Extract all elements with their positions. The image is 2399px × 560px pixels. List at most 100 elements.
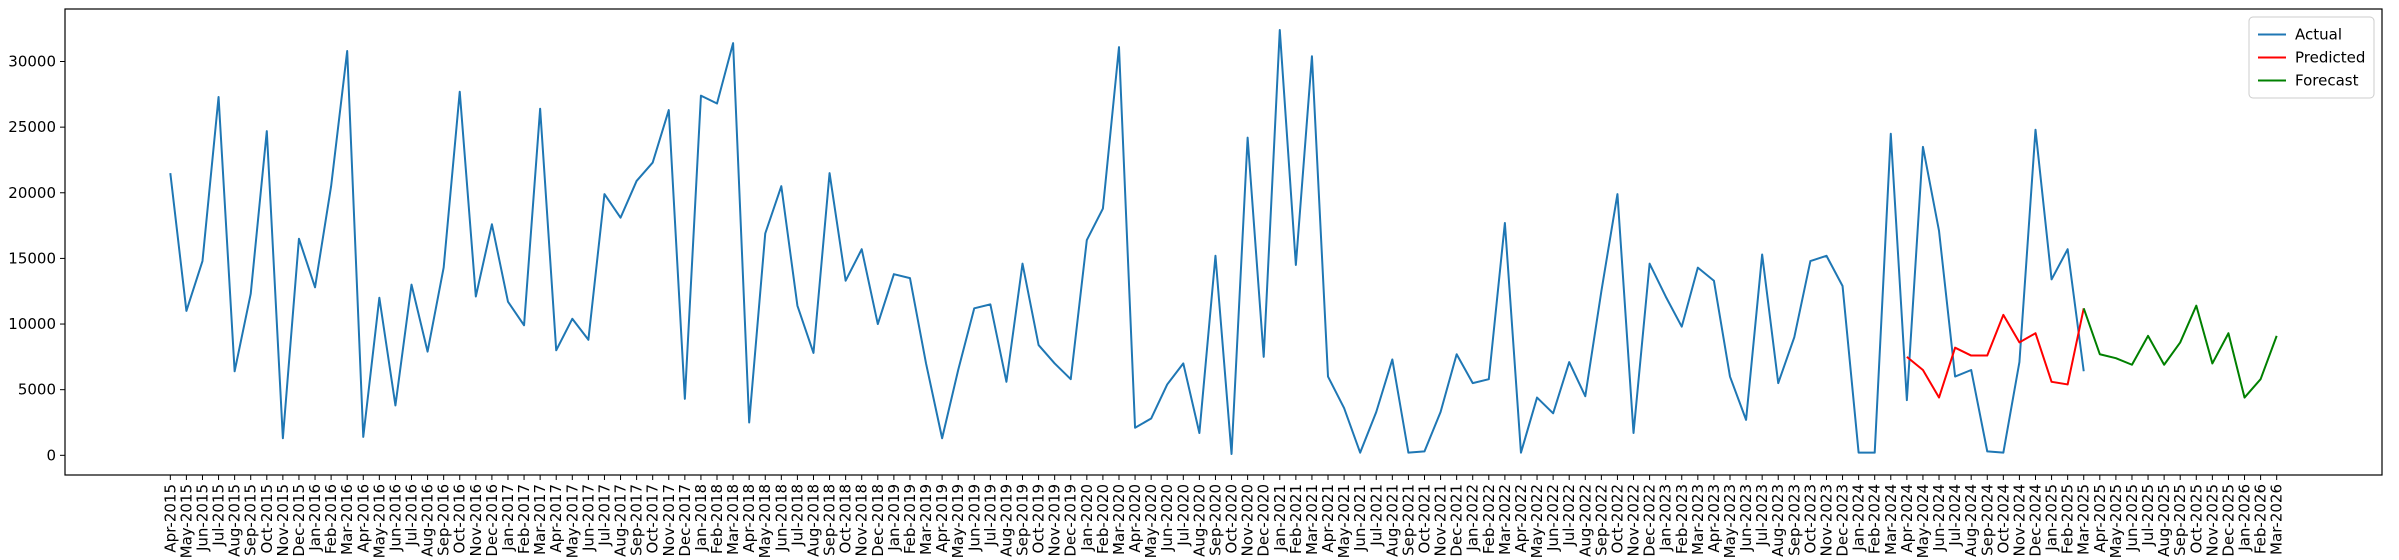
x-tick-label: Aug-2016: [419, 484, 437, 557]
x-tick-label: Feb-2026: [2252, 484, 2270, 554]
x-tick-label: Jul-2023: [1753, 484, 1771, 547]
x-tick-label: Feb-2022: [1480, 484, 1498, 554]
x-tick-label: Dec-2024: [2026, 484, 2044, 557]
x-tick-label: Oct-2022: [1608, 484, 1626, 554]
legend-label: Forecast: [2295, 72, 2359, 90]
legend-label: Predicted: [2295, 49, 2365, 67]
x-tick-label: May-2018: [756, 484, 774, 558]
x-tick-label: Jan-2025: [2043, 484, 2061, 552]
x-tick-label: Oct-2021: [1415, 484, 1433, 554]
x-tick-label: Feb-2017: [515, 484, 533, 554]
x-tick-label: Nov-2021: [1432, 484, 1450, 556]
x-tick-label: Sep-2018: [821, 484, 839, 556]
x-tick-label: Oct-2024: [1994, 484, 2012, 554]
x-tick-label: Oct-2016: [451, 484, 469, 554]
x-tick-label: Aug-2024: [1962, 484, 1980, 557]
x-tick-label: Mar-2021: [1303, 484, 1321, 555]
x-tick-label: Jan-2026: [2236, 484, 2254, 552]
x-tick-label: Dec-2022: [1641, 484, 1659, 557]
x-tick-label: Jun-2016: [386, 484, 404, 552]
x-tick-label: Mar-2025: [2075, 484, 2093, 555]
x-tick-label: Sep-2024: [1978, 484, 1996, 556]
x-tick-label: Nov-2019: [1046, 484, 1064, 556]
x-tick-label: Oct-2015: [258, 484, 276, 554]
x-tick-label: Jun-2017: [579, 484, 597, 552]
x-tick-label: Apr-2016: [354, 484, 372, 553]
x-tick-label: Nov-2018: [853, 484, 871, 556]
x-tick-label: Sep-2020: [1206, 484, 1224, 556]
x-tick-label: Dec-2015: [290, 484, 308, 557]
x-tick-label: May-2020: [1142, 484, 1160, 558]
x-tick-label: Mar-2023: [1689, 484, 1707, 555]
x-tick-label: Sep-2019: [1014, 484, 1032, 556]
x-tick-label: Nov-2023: [1817, 484, 1835, 556]
x-tick-label: Feb-2020: [1094, 484, 1112, 554]
x-tick-label: Aug-2019: [997, 484, 1015, 557]
x-tick-label: Feb-2025: [2059, 484, 2077, 554]
x-tick-label: Nov-2022: [1625, 484, 1643, 556]
x-tick-label: May-2021: [1335, 484, 1353, 558]
plot-frame: [64, 8, 2383, 476]
x-tick-label: Dec-2020: [1255, 484, 1273, 557]
x-tick-label: Dec-2017: [676, 484, 694, 557]
x-tick-label: Jul-2019: [981, 484, 999, 547]
x-tick-label: Jul-2024: [1946, 484, 1964, 547]
x-tick-label: Jun-2019: [965, 484, 983, 552]
x-tick-label: Jan-2018: [692, 484, 710, 552]
x-tick-label: Feb-2016: [322, 484, 340, 554]
x-tick-label: Oct-2020: [1223, 484, 1241, 554]
x-tick-label: Apr-2019: [933, 484, 951, 553]
x-tick-label: Sep-2022: [1592, 484, 1610, 556]
x-tick-label: Aug-2018: [804, 484, 822, 557]
legend-label: Actual: [2295, 26, 2342, 44]
x-tick-label: Jan-2023: [1657, 484, 1675, 552]
x-tick-label: Jul-2022: [1560, 484, 1578, 547]
x-tick-label: Apr-2021: [1319, 484, 1337, 553]
x-tick-label: Sep-2017: [628, 484, 646, 556]
x-tick-label: Dec-2019: [1062, 484, 1080, 557]
legend-box: [2248, 16, 2375, 99]
x-tick-label: Apr-2017: [547, 484, 565, 553]
x-tick-label: Dec-2021: [1448, 484, 1466, 557]
x-tick-label: Nov-2020: [1239, 484, 1257, 556]
x-tick-label: Mar-2016: [338, 484, 356, 555]
series-line: [1906, 308, 2085, 399]
x-tick-label: Jul-2025: [2139, 484, 2157, 547]
x-tick-label: Jul-2016: [403, 484, 421, 547]
x-tick-label: Oct-2023: [1801, 484, 1819, 554]
x-tick-label: May-2024: [1914, 484, 1932, 558]
x-tick-label: Jul-2017: [595, 484, 613, 547]
x-tick-label: Jul-2020: [1174, 484, 1192, 547]
x-tick-label: May-2016: [370, 484, 388, 558]
x-tick-label: Apr-2024: [1898, 484, 1916, 553]
x-tick-label: Nov-2024: [2010, 484, 2028, 556]
x-tick-label: Oct-2019: [1030, 484, 1048, 554]
x-tick-label: Feb-2023: [1673, 484, 1691, 554]
x-tick-label: May-2025: [2107, 484, 2125, 558]
x-tick-label: Mar-2020: [1110, 484, 1128, 555]
x-tick-label: Mar-2026: [2268, 484, 2286, 555]
x-tick-label: Sep-2021: [1399, 484, 1417, 556]
series-line: [2082, 304, 2278, 399]
x-tick-label: Aug-2022: [1576, 484, 1594, 557]
legend: Actual Predicted Forecast: [2248, 16, 2375, 99]
x-tick-label: Jan-2016: [306, 484, 324, 552]
x-tick-label: Aug-2023: [1769, 484, 1787, 557]
y-tick-label: 15000: [8, 249, 56, 267]
x-tick-label: Jun-2025: [2123, 484, 2141, 552]
x-tick-label: Dec-2018: [869, 484, 887, 557]
x-tick-label: Nov-2025: [2203, 484, 2221, 556]
x-tick-label: Sep-2015: [242, 484, 260, 556]
x-tick-label: May-2017: [563, 484, 581, 558]
x-tick-label: Jan-2020: [1078, 484, 1096, 552]
x-tick-label: Oct-2017: [644, 484, 662, 554]
x-tick-label: Feb-2019: [901, 484, 919, 554]
x-tick-label: Jan-2021: [1271, 484, 1289, 552]
x-tick-label: May-2015: [177, 484, 195, 558]
y-tick-label: 25000: [8, 118, 56, 136]
x-tick-label: Dec-2023: [1834, 484, 1852, 557]
x-tick-label: Mar-2017: [531, 484, 549, 555]
x-tick-label: Aug-2015: [226, 484, 244, 557]
x-tick-label: Jan-2024: [1850, 484, 1868, 552]
